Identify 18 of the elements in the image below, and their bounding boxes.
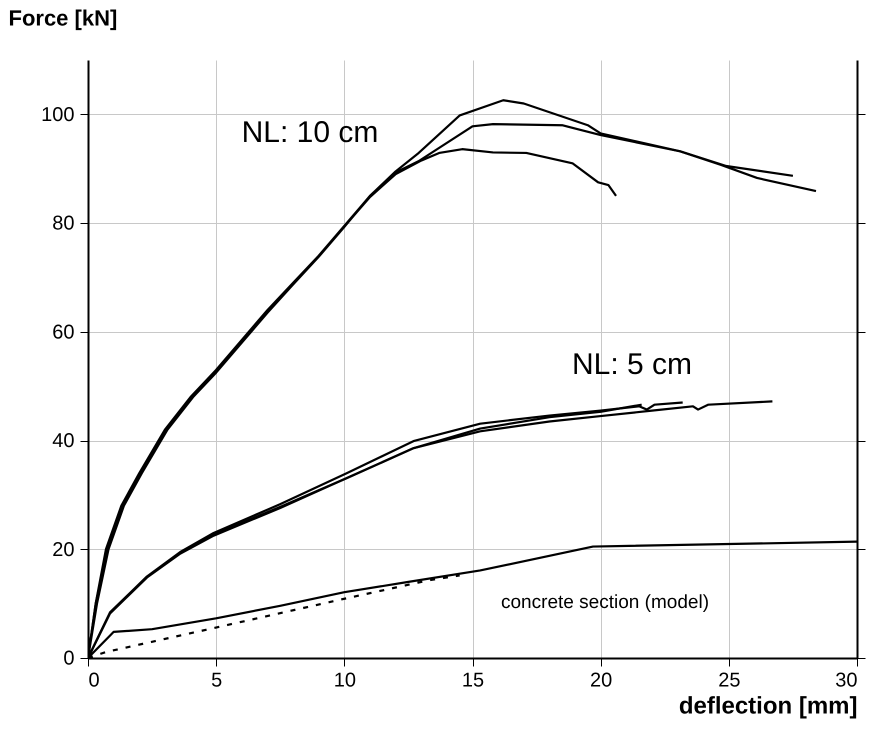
y-tick-label: 20 [52, 538, 74, 561]
y-tick-label: 60 [52, 321, 74, 344]
y-axis-title: Force [kN] [8, 6, 118, 30]
x-tick-label: 30 [835, 670, 858, 692]
y-tick-label: 100 [41, 104, 74, 126]
annotation: concrete section (model) [500, 592, 710, 613]
x-tick-label: 10 [334, 670, 356, 692]
x-axis-title: deflection [mm] [678, 692, 858, 720]
y-tick-label: 0 [63, 648, 74, 670]
y-tick-label: 80 [52, 212, 74, 235]
x-tick-label: 0 [88, 670, 100, 692]
x-tick-label: 25 [718, 670, 740, 692]
x-tick-label: 20 [590, 670, 612, 692]
annotation: NL: 5 cm [572, 348, 692, 381]
annotation: NL: 10 cm [242, 116, 378, 149]
x-tick-label: 5 [211, 670, 222, 692]
y-tick-label: 40 [52, 430, 74, 452]
x-tick-label: 15 [462, 670, 484, 692]
